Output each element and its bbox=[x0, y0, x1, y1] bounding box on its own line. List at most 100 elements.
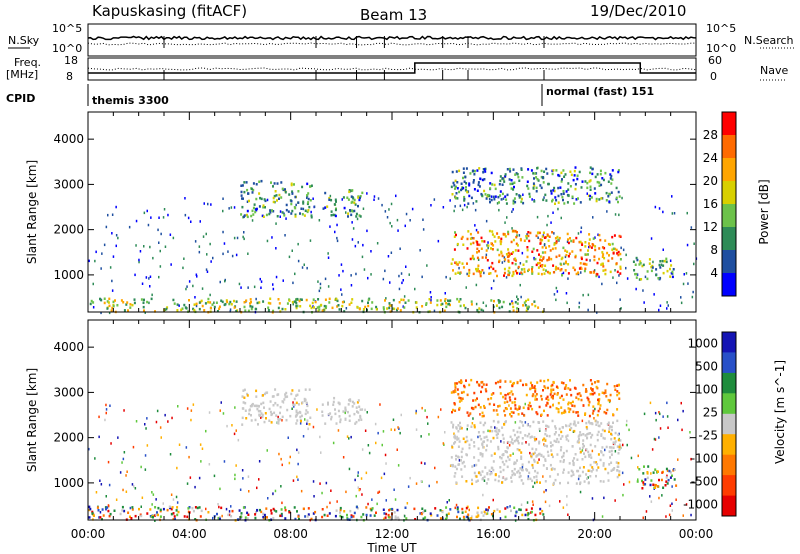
scatter-cell bbox=[642, 516, 644, 519]
echo-cell bbox=[126, 301, 129, 304]
scatter-cell bbox=[355, 272, 357, 276]
echo-cell bbox=[471, 465, 474, 468]
echo-cell bbox=[536, 381, 539, 384]
echo-cell bbox=[675, 484, 678, 487]
echo-cell bbox=[256, 407, 259, 411]
echo-cell bbox=[510, 252, 513, 255]
echo-cell bbox=[261, 214, 264, 218]
echo-cell bbox=[570, 401, 572, 405]
echo-cell bbox=[339, 506, 342, 510]
echo-cell bbox=[568, 410, 571, 414]
echo-cell bbox=[525, 468, 528, 471]
echo-cell bbox=[619, 265, 622, 269]
echo-cell bbox=[465, 453, 468, 456]
scatter-cell bbox=[665, 515, 667, 518]
echo-cell bbox=[501, 426, 504, 429]
scatter-cell bbox=[662, 415, 664, 418]
echo-cell bbox=[586, 396, 589, 400]
echo-cell bbox=[459, 397, 462, 400]
echo-cell bbox=[301, 401, 304, 404]
echo-cell bbox=[508, 392, 511, 395]
echo-cell bbox=[249, 298, 252, 301]
echo-cell bbox=[607, 421, 610, 424]
scatter-cell bbox=[403, 514, 406, 518]
scatter-cell bbox=[593, 269, 596, 272]
echo-cell bbox=[520, 455, 523, 458]
scatter-cell bbox=[474, 208, 477, 212]
echo-cell bbox=[602, 269, 605, 272]
echo-cell bbox=[610, 174, 613, 178]
scatter-cell bbox=[396, 218, 399, 222]
echo-cell bbox=[100, 298, 103, 302]
echo-cell bbox=[504, 393, 507, 397]
echo-cell bbox=[354, 422, 357, 425]
echo-cell bbox=[204, 302, 207, 305]
scatter-cell bbox=[386, 216, 389, 219]
scatter-cell bbox=[318, 289, 321, 293]
echo-cell bbox=[312, 512, 315, 515]
scatter-cell bbox=[375, 441, 377, 445]
scatter-cell bbox=[230, 206, 233, 209]
echo-cell bbox=[493, 183, 496, 187]
scatter-cell bbox=[325, 481, 328, 485]
scatter-cell bbox=[297, 462, 299, 466]
scatter-cell bbox=[235, 429, 237, 432]
echo-cell bbox=[600, 422, 603, 425]
echo-cell bbox=[481, 477, 484, 481]
scatter-cell bbox=[301, 266, 304, 269]
echo-cell bbox=[358, 405, 361, 408]
echo-cell bbox=[589, 379, 592, 382]
echo-cell bbox=[521, 437, 524, 440]
echo-cell bbox=[656, 485, 659, 488]
scatter-cell bbox=[566, 495, 568, 498]
scatter-cell bbox=[465, 286, 467, 289]
echo-cell bbox=[572, 473, 575, 476]
echo-cell bbox=[555, 440, 558, 443]
scatter-cell bbox=[332, 441, 335, 445]
echo-cell bbox=[504, 414, 507, 417]
echo-cell bbox=[479, 406, 482, 409]
echo-cell bbox=[505, 477, 508, 480]
echo-cell bbox=[252, 188, 255, 192]
echo-cell bbox=[649, 483, 652, 487]
echo-cell bbox=[341, 515, 344, 519]
scatter-cell bbox=[357, 241, 359, 244]
echo-cell bbox=[610, 437, 613, 441]
echo-cell bbox=[583, 452, 585, 455]
echo-cell bbox=[373, 514, 376, 517]
scatter-cell bbox=[222, 197, 224, 200]
echo-cell bbox=[581, 243, 584, 246]
echo-cell bbox=[463, 195, 466, 199]
echo-cell bbox=[526, 434, 529, 438]
echo-cell bbox=[588, 180, 591, 183]
echo-cell bbox=[546, 258, 549, 262]
echo-cell bbox=[516, 439, 519, 443]
echo-cell bbox=[491, 230, 494, 233]
scatter-cell bbox=[427, 422, 429, 425]
echo-cell bbox=[476, 256, 479, 260]
echo-cell bbox=[665, 467, 668, 471]
scatter-cell bbox=[635, 287, 637, 291]
echo-cell bbox=[510, 410, 513, 414]
echo-cell bbox=[525, 393, 528, 397]
echo-cell bbox=[385, 512, 388, 516]
echo-cell bbox=[89, 507, 92, 511]
echo-cell bbox=[539, 255, 542, 258]
echo-cell bbox=[604, 467, 607, 471]
echo-cell bbox=[342, 196, 345, 199]
echo-cell bbox=[551, 419, 554, 423]
echo-cell bbox=[422, 517, 425, 520]
echo-cell bbox=[527, 305, 530, 308]
echo-cell bbox=[567, 407, 570, 410]
echo-cell bbox=[590, 392, 593, 396]
scatter-cell bbox=[109, 266, 112, 269]
scatter-cell bbox=[681, 428, 683, 432]
colorbar-swatch bbox=[722, 352, 736, 374]
scatter-cell bbox=[157, 228, 159, 232]
echo-cell bbox=[276, 403, 279, 407]
scatter-cell bbox=[387, 255, 390, 258]
echo-cell bbox=[511, 261, 514, 265]
scatter-cell bbox=[508, 404, 510, 407]
echo-cell bbox=[283, 398, 286, 401]
